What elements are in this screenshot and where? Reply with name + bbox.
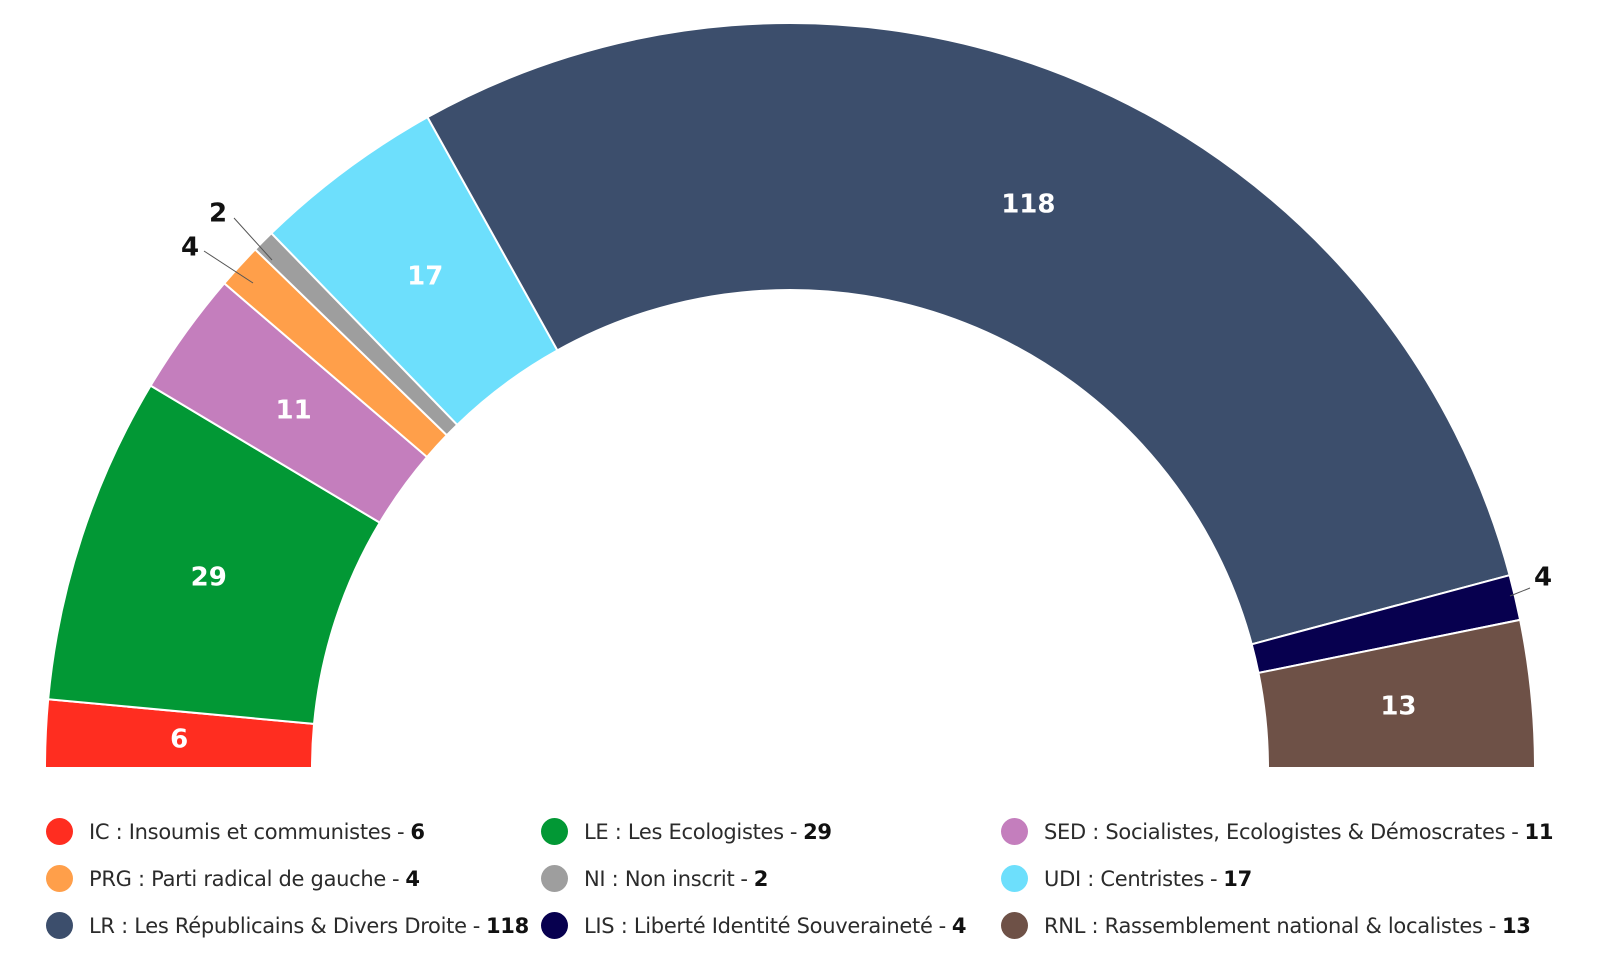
legend-label: LR : Les Républicains & Divers Droite xyxy=(89,913,467,938)
legend-swatch xyxy=(46,818,73,845)
legend-swatch xyxy=(541,818,568,845)
legend-label: LE : Les Ecologistes xyxy=(584,819,784,844)
value-label-le: 29 xyxy=(191,563,227,593)
legend-separator: - xyxy=(1210,866,1218,891)
chart-segments xyxy=(43,22,1537,769)
leader-line-ni xyxy=(233,217,273,261)
legend-separator: - xyxy=(938,913,947,938)
chart-leader-lines xyxy=(203,217,1531,597)
legend: IC : Insoumis et communistes -6 LE : Les E… xyxy=(46,808,1586,949)
legend-value: 118 xyxy=(485,913,529,938)
legend-separator: - xyxy=(392,866,400,891)
legend-swatch xyxy=(541,865,568,892)
legend-label: SED : Socialistes, Ecologistes & Démoscr… xyxy=(1044,819,1506,844)
legend-item-prg: PRG : Parti radical de gauche -4 xyxy=(46,865,541,892)
legend-item-ni: NI : Non inscrit -2 xyxy=(541,865,1001,892)
legend-item-udi: UDI : Centristes -17 xyxy=(1001,865,1586,892)
value-label-ni: 2 xyxy=(209,199,227,229)
legend-swatch xyxy=(1001,912,1028,939)
legend-label: UDI : Centristes xyxy=(1044,866,1204,891)
legend-value: 4 xyxy=(405,866,420,891)
legend-item-lis: LIS : Liberté Identité Souveraineté -4 xyxy=(541,912,1001,939)
value-label-sed: 11 xyxy=(276,395,312,425)
legend-label: NI : Non inscrit xyxy=(584,866,735,891)
value-label-prg: 4 xyxy=(181,233,199,263)
legend-separator: - xyxy=(472,913,481,938)
legend-swatch xyxy=(46,912,73,939)
legend-item-rnl: RNL : Rassemblement national & localiste… xyxy=(1001,912,1586,939)
legend-item-sed: SED : Socialistes, Ecologistes & Démoscr… xyxy=(1001,818,1586,845)
legend-item-ic: IC : Insoumis et communistes -6 xyxy=(46,818,541,845)
legend-swatch xyxy=(1001,865,1028,892)
value-label-ic: 6 xyxy=(170,724,188,754)
legend-value: 4 xyxy=(951,913,967,938)
legend-value: 11 xyxy=(1524,819,1554,844)
value-label-lis: 4 xyxy=(1534,563,1552,593)
segment-lr xyxy=(426,22,1511,646)
legend-value: 29 xyxy=(803,819,832,844)
legend-value: 6 xyxy=(410,819,425,844)
value-label-udi: 17 xyxy=(407,262,443,292)
value-label-lr: 118 xyxy=(1001,189,1055,219)
legend-item-lr: LR : Les Républicains & Divers Droite -11… xyxy=(46,912,541,939)
legend-value: 17 xyxy=(1223,866,1252,891)
legend-separator: - xyxy=(1511,819,1519,844)
legend-label: PRG : Parti radical de gauche xyxy=(89,866,387,891)
leader-line-lis xyxy=(1509,587,1531,597)
leader-line-prg xyxy=(203,250,254,284)
segment-rnl xyxy=(1257,618,1537,769)
legend-label: IC : Insoumis et communistes xyxy=(89,819,392,844)
legend-separator: - xyxy=(1488,913,1497,938)
legend-value: 13 xyxy=(1501,913,1531,938)
legend-separator: - xyxy=(789,819,798,844)
legend-separator: - xyxy=(740,866,748,891)
legend-item-le: LE : Les Ecologistes -29 xyxy=(541,818,1001,845)
legend-label: LIS : Liberté Identité Souveraineté xyxy=(584,913,933,938)
legend-swatch xyxy=(541,912,568,939)
legend-value: 2 xyxy=(753,866,769,891)
legend-separator: - xyxy=(397,819,405,844)
legend-swatch xyxy=(1001,818,1028,845)
legend-label: RNL : Rassemblement national & localiste… xyxy=(1044,913,1483,938)
value-label-rnl: 13 xyxy=(1380,691,1416,721)
legend-swatch xyxy=(46,865,73,892)
